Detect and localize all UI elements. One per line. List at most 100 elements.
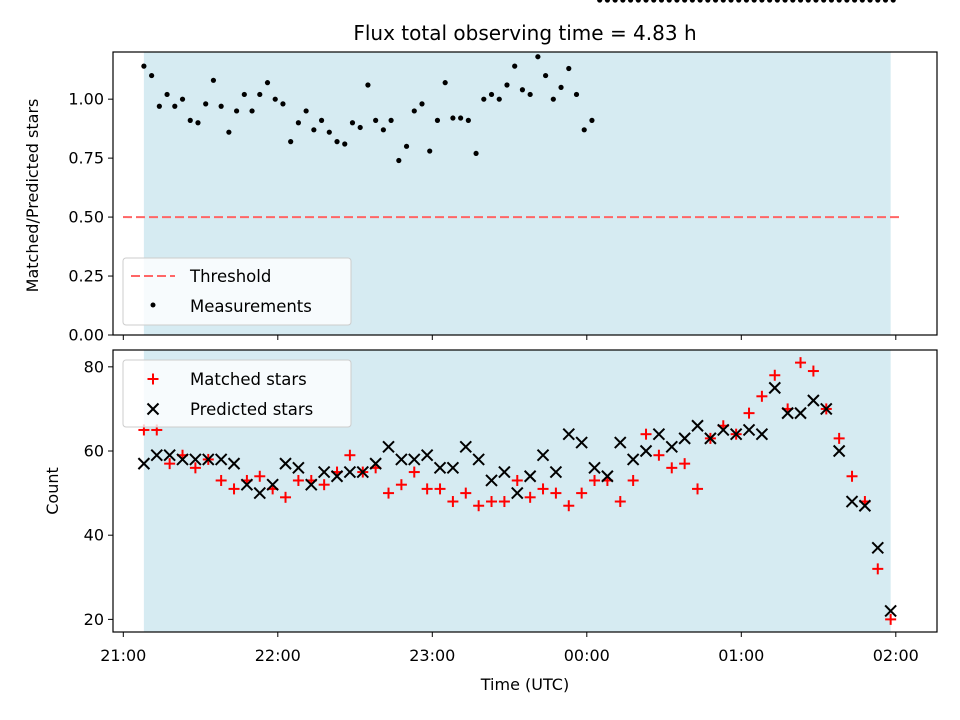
matched-star-point: [833, 432, 845, 444]
predicted-star-point-b: [858, 499, 872, 512]
predicted-star-point-b: [575, 436, 588, 449]
predicted-star-point-b: [781, 406, 794, 420]
measurement-point: [303, 108, 309, 114]
predicted-star-point: [498, 465, 511, 479]
predicted-star-point-b: [227, 457, 241, 470]
measurement-point: [349, 120, 356, 126]
matched-star-point: [627, 474, 639, 486]
top-y-tick-label: 1.00: [68, 90, 104, 109]
predicted-star-point-b: [420, 449, 434, 462]
predicted-star-point-b: [549, 465, 563, 479]
predicted-star-point-b: [511, 486, 524, 500]
bottom-legend: Matched stars Predicted stars: [122, 359, 352, 428]
predicted-star-point: [614, 436, 627, 449]
measurement-point: [573, 91, 580, 98]
predicted-star-point-b: [369, 457, 382, 470]
predicted-star-point-b: [176, 453, 189, 466]
measurement-point: [743, 0, 750, 3]
measurement-point: [342, 141, 348, 147]
predicted-star-point: [227, 457, 241, 470]
predicted-star-point: [163, 449, 176, 462]
bottom-y-tick-label: 80: [84, 357, 104, 376]
predicted-star-point: [317, 465, 331, 479]
measurement-point: [156, 103, 162, 109]
predicted-star-point-b: [639, 444, 653, 458]
measurement-point: [720, 0, 726, 3]
measurement-point: [882, 0, 889, 3]
predicted-star-point-b: [317, 465, 331, 479]
measurement-point: [272, 96, 278, 102]
measurement-point: [705, 0, 711, 3]
measurement-points: [141, 0, 896, 164]
measurement-point: [295, 120, 301, 126]
measurement-point: [365, 82, 371, 88]
matched-star-point: [434, 483, 446, 495]
predicted-star-point: [768, 381, 781, 395]
matched-star-point: [807, 365, 819, 377]
predicted-star-point-b: [446, 461, 460, 475]
matched-star-point: [576, 487, 588, 499]
measurement-point: [643, 0, 649, 3]
matched-star-point: [872, 563, 884, 575]
measurement-point: [635, 0, 641, 3]
predicted-star-point: [562, 427, 575, 441]
measurement-point: [249, 108, 255, 114]
measurement-point: [373, 117, 379, 123]
matched-star-point: [486, 496, 498, 508]
measurement-point: [388, 117, 394, 123]
matched-star-point: [769, 369, 781, 381]
matched-star-point: [795, 357, 807, 369]
matched-star-point: [383, 487, 395, 499]
measurement-point: [728, 0, 734, 3]
predicted-star-point: [729, 427, 743, 441]
measurement-point: [195, 120, 201, 126]
predicted-star-point-b: [137, 457, 151, 470]
legend-predicted-label: Predicted stars: [190, 400, 313, 419]
measurement-point: [496, 96, 502, 102]
predicted-star-point-b: [704, 432, 717, 445]
predicted-star-point: [330, 470, 344, 483]
measurement-point: [481, 96, 487, 102]
bottom-x-tick-label: 02:00: [873, 646, 919, 665]
matched-star-point: [292, 474, 304, 486]
measurement-point: [821, 0, 827, 3]
predicted-star-point: [356, 465, 369, 479]
matched-star-point: [666, 462, 678, 474]
predicted-star-point-b: [266, 478, 279, 491]
matched-star-point: [395, 479, 407, 491]
measurement-point: [187, 117, 193, 123]
measurement-point: [288, 139, 294, 145]
bottom-y-tick-label: 20: [84, 610, 104, 629]
predicted-star-point: [292, 461, 305, 475]
predicted-star-point-b: [717, 423, 730, 437]
measurement-point: [767, 0, 773, 3]
measurement-point: [326, 129, 332, 135]
matched-star-point: [692, 483, 704, 495]
measurement-point: [210, 77, 217, 83]
legend-measurement-label: Measurements: [190, 297, 312, 316]
measurement-point: [226, 129, 232, 135]
measurement-point: [697, 0, 703, 3]
predicted-star-point-b: [601, 470, 614, 483]
predicted-star-point: [176, 453, 189, 466]
bottom-y-axis-label: Count: [43, 467, 62, 515]
measurement-point: [318, 117, 325, 123]
predicted-star-point: [408, 453, 421, 466]
top-y-tick-label: 0.25: [68, 267, 104, 286]
predicted-star-point: [639, 444, 653, 458]
predicted-star-point: [202, 453, 215, 466]
matched-star-point: [524, 491, 536, 503]
predicted-star-point: [266, 478, 279, 491]
measurement-point: [442, 80, 448, 86]
top-x-ticks: [122, 335, 897, 340]
top-legend: Threshold Measurements: [122, 257, 352, 326]
measurement-point: [434, 117, 441, 123]
measurement-point: [264, 80, 271, 86]
predicted-star-point-b: [150, 449, 163, 462]
matched-star-point: [473, 500, 485, 512]
legend-predicted-marker: [146, 402, 160, 416]
top-y-axis-label: Matched/Predicted stars: [23, 99, 42, 293]
predicted-star-point-b: [652, 427, 666, 441]
predicted-star-point: [742, 423, 756, 437]
matched-star-point: [280, 491, 292, 503]
